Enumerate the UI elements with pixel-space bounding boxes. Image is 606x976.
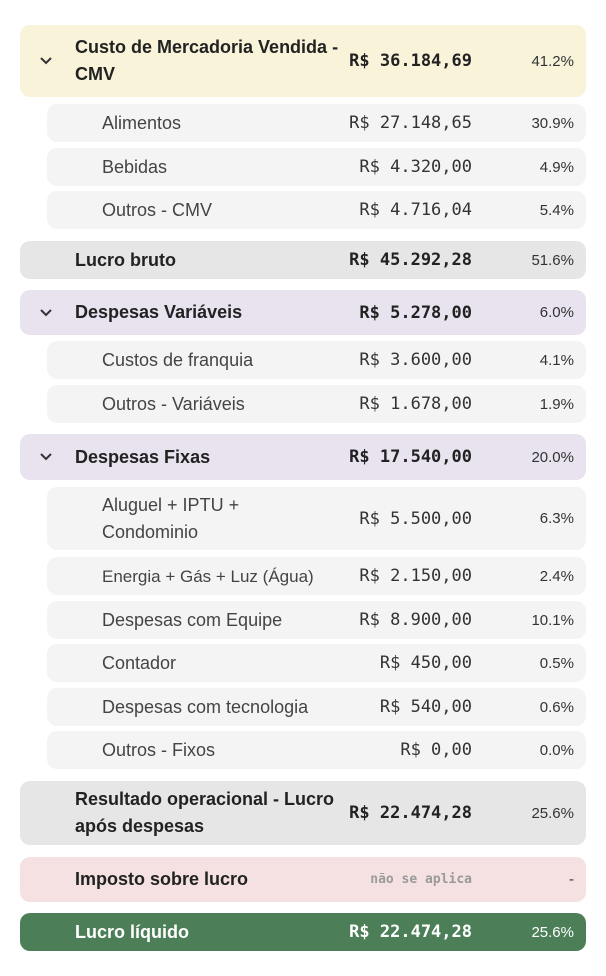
row-percent: 1.9% [539, 395, 574, 413]
despesas-variaveis-row[interactable]: Despesas Variáveis R$ 5.278,00 6.0% [20, 290, 586, 335]
row-percent: 25.6% [531, 923, 574, 941]
row-value: R$ 8.900,00 [359, 610, 472, 630]
row-value: R$ 0,00 [400, 740, 472, 760]
energia-row: Energia + Gás + Luz (Água) R$ 2.150,00 2… [47, 557, 586, 595]
row-percent: 25.6% [531, 804, 574, 822]
resultado-operacional-row: Resultado operacional - Lucro após despe… [20, 781, 586, 845]
row-value: R$ 5.500,00 [359, 508, 472, 529]
row-value: R$ 450,00 [379, 653, 472, 673]
row-label: Energia + Gás + Luz (Água) [102, 566, 314, 586]
row-percent: 6.0% [539, 304, 574, 321]
row-value: R$ 1.678,00 [359, 394, 472, 414]
imposto-row: Imposto sobre lucro não se aplica - [20, 857, 586, 902]
row-label: Despesas Fixas [75, 446, 211, 467]
row-label: Lucro líquido [75, 921, 189, 942]
row-percent: 0.0% [539, 741, 574, 759]
row-value: R$ 4.320,00 [359, 157, 472, 177]
row-value: não se aplica [370, 872, 472, 887]
cmv-row[interactable]: Custo de Mercadoria Vendida - CMV R$ 36.… [20, 25, 586, 97]
row-percent: 20.0% [531, 448, 574, 466]
row-value: R$ 17.540,00 [349, 447, 472, 467]
outros-cmv-row: Outros - CMV R$ 4.716,04 5.4% [47, 191, 586, 229]
row-label: Alimentos [102, 112, 182, 133]
alimentos-row: Alimentos R$ 27.148,65 30.9% [47, 104, 586, 142]
row-label: Custos de franquia [102, 349, 254, 370]
row-label: Outros - Fixos [102, 739, 216, 760]
row-label: Lucro bruto [75, 249, 176, 270]
row-percent: 0.5% [539, 654, 574, 672]
bebidas-row: Bebidas R$ 4.320,00 4.9% [47, 148, 586, 186]
row-label: Aluguel + IPTU + Condominio [102, 494, 240, 542]
row-percent: 10.1% [531, 611, 574, 629]
franquia-row: Custos de franquia R$ 3.600,00 4.1% [47, 341, 586, 379]
row-label: Imposto sobre lucro [75, 869, 249, 889]
chevron-down-icon[interactable] [38, 305, 54, 321]
row-percent: 41.2% [531, 52, 574, 70]
row-percent: 51.6% [531, 251, 574, 269]
row-percent: - [569, 871, 574, 888]
row-value: R$ 5.278,00 [359, 302, 472, 323]
row-value: R$ 45.292,28 [349, 250, 472, 270]
row-percent: 2.4% [539, 567, 574, 585]
row-value: R$ 27.148,65 [349, 113, 472, 133]
row-value: R$ 4.716,04 [359, 200, 472, 220]
row-value: R$ 3.600,00 [359, 350, 472, 370]
row-percent: 5.4% [539, 201, 574, 219]
row-label: Despesas Variáveis [75, 302, 243, 322]
outros-variaveis-row: Outros - Variáveis R$ 1.678,00 1.9% [47, 385, 586, 423]
row-label: Contador [102, 652, 177, 673]
row-label: Bebidas [102, 156, 168, 177]
row-value: R$ 22.474,28 [349, 803, 472, 823]
row-percent: 4.9% [539, 158, 574, 176]
row-percent: 4.1% [539, 351, 574, 369]
row-percent: 6.3% [539, 510, 574, 527]
row-label: Despesas com tecnologia [102, 696, 309, 717]
chevron-down-icon[interactable] [38, 53, 54, 69]
contador-row: Contador R$ 450,00 0.5% [47, 644, 586, 682]
row-percent: 30.9% [531, 114, 574, 132]
tecnologia-row: Despesas com tecnologia R$ 540,00 0.6% [47, 688, 586, 726]
lucro-bruto-row: Lucro bruto R$ 45.292,28 51.6% [20, 241, 586, 279]
row-value: R$ 36.184,69 [349, 51, 472, 71]
lucro-liquido-row: Lucro líquido R$ 22.474,28 25.6% [20, 913, 586, 951]
equipe-row: Despesas com Equipe R$ 8.900,00 10.1% [47, 601, 586, 639]
row-label: Outros - CMV [102, 199, 213, 220]
row-label: Resultado operacional - Lucro após despe… [75, 789, 335, 836]
row-value: R$ 2.150,00 [359, 566, 472, 586]
aluguel-row: Aluguel + IPTU + Condominio R$ 5.500,00 … [47, 487, 586, 550]
row-label: Outros - Variáveis [102, 393, 245, 414]
outros-fixos-row: Outros - Fixos R$ 0,00 0.0% [47, 731, 586, 769]
row-value: R$ 540,00 [379, 697, 472, 717]
despesas-fixas-row[interactable]: Despesas Fixas R$ 17.540,00 20.0% [20, 434, 586, 480]
row-label: Despesas com Equipe [102, 609, 283, 630]
row-value: R$ 22.474,28 [349, 922, 472, 942]
row-label: Custo de Mercadoria Vendida - CMV [75, 37, 339, 84]
chevron-down-icon[interactable] [38, 449, 54, 465]
row-percent: 0.6% [539, 698, 574, 716]
